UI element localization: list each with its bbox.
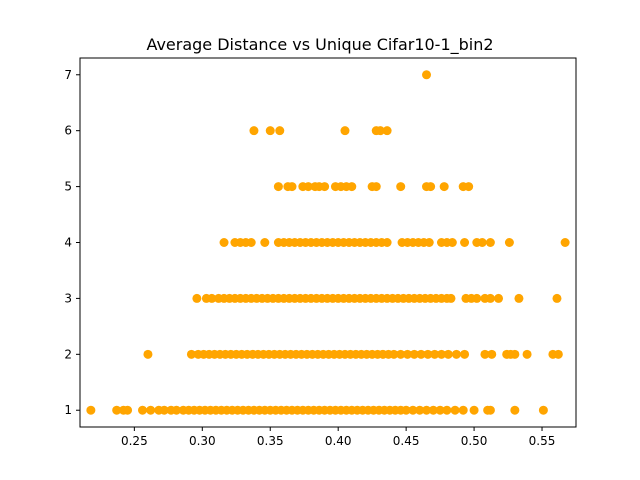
data-point [443,349,453,359]
data-point [409,349,419,359]
data-point [273,182,283,192]
data-point [510,405,520,415]
x-tick-label: 0.30 [189,434,216,448]
data-point [246,238,256,247]
data-point [112,405,122,415]
data-point [422,70,432,80]
data-point [447,238,457,247]
data-point [340,126,350,136]
data-point [485,405,495,415]
data-point [347,182,357,192]
data-point [401,405,411,415]
data-point [159,405,169,415]
data-point [275,126,285,136]
data-point [446,293,456,303]
data-point [192,293,202,303]
data-point [485,293,495,303]
data-point [371,182,381,192]
data-point [514,293,524,303]
data-point [450,405,460,415]
x-axis: 0.25 0.30 0.35 0.40 0.45 0.50 0.55 [121,427,555,448]
data-point [382,126,392,136]
data-point [260,238,270,247]
data-point [510,349,520,359]
data-point [186,349,196,359]
data-point [472,293,482,303]
data-point [320,182,330,192]
data-point [422,405,432,415]
data-point [408,405,418,415]
data-point [138,405,148,415]
data-point [389,349,399,359]
data-point [553,349,563,359]
data-point [375,126,385,136]
data-point [436,349,446,359]
data-point [460,349,470,359]
data-point [464,182,474,192]
data-point [522,349,532,359]
chart-title: Average Distance vs Unique Cifar10-1_bin… [146,35,493,55]
data-point [460,238,470,247]
data-point [303,182,313,192]
data-point [435,405,445,415]
data-point [538,405,548,415]
y-tick-label: 5 [64,180,72,194]
x-tick-label: 0.50 [461,434,488,448]
data-point [451,349,461,359]
data-point [469,405,479,415]
x-tick-label: 0.45 [393,434,420,448]
x-tick-label: 0.55 [529,434,556,448]
data-point [430,349,440,359]
data-point [249,126,259,136]
data-point [403,349,412,359]
y-tick-label: 2 [64,347,72,361]
x-tick-label: 0.40 [325,434,352,448]
data-point [560,238,570,247]
data-point [485,238,495,247]
data-point [396,182,406,192]
data-point [396,349,406,359]
y-tick-label: 3 [64,291,72,305]
y-axis: 1 2 3 4 5 6 7 [64,68,80,417]
data-point [552,293,562,303]
data-point [416,349,426,359]
data-point [504,238,514,247]
data-point [426,182,436,192]
y-tick-label: 7 [64,68,72,82]
data-point [439,182,449,192]
data-point [287,182,297,192]
data-point [423,349,433,359]
data-point [146,405,156,415]
y-tick-label: 4 [64,236,72,250]
data-point [207,293,217,303]
data-point [219,238,229,247]
data-point [415,405,425,415]
x-tick-label: 0.25 [121,434,148,448]
data-point [382,238,392,247]
data-point [86,405,96,415]
x-tick-label: 0.35 [257,434,284,448]
data-point [143,349,153,359]
y-tick-label: 6 [64,124,72,138]
y-tick-label: 1 [64,403,72,417]
data-point [265,126,275,136]
data-point [477,238,487,247]
data-point [171,405,181,415]
data-point [494,293,504,303]
data-point [442,405,452,415]
data-point [123,405,133,415]
data-point [480,349,490,359]
data-point [428,405,438,415]
data-point [487,349,497,359]
data-points [86,70,570,415]
data-point [424,238,434,247]
data-point [458,405,468,415]
